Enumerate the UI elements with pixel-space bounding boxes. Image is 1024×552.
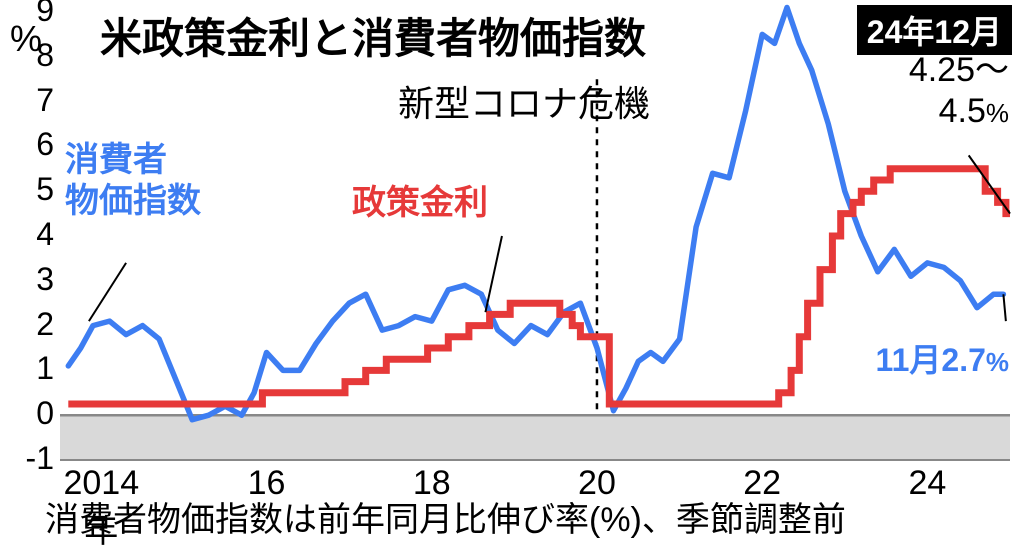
y-tick-label: 3 (10, 261, 54, 298)
rate-line2: 4.5 (939, 92, 986, 130)
current-rate-value: 4.25～ 4.5% (909, 50, 1009, 132)
y-tick-label: 7 (10, 82, 54, 119)
y-tick-label: 1 (10, 350, 54, 387)
y-tick-label: 5 (10, 171, 54, 208)
date-badge: 24年12月 (857, 5, 1012, 55)
policy-rate-series-label: 政策金利 (352, 175, 488, 224)
cpi-end-unit: % (986, 347, 1009, 377)
x-tick-label: 22 (712, 464, 812, 503)
y-tick-label: 8 (10, 37, 54, 74)
x-tick-label: 16 (217, 464, 317, 503)
chart-container: % 米政策金利と消費者物価指数 24年12月 4.25～ 4.5% 新型コロナ危… (0, 0, 1024, 547)
y-tick-label: 6 (10, 126, 54, 163)
x-tick-label: 20 (547, 464, 647, 503)
rate-unit: % (986, 98, 1009, 128)
x-tick-label: 2014年 (51, 464, 151, 552)
rate-line1: 4.25～ (909, 51, 1009, 89)
x-tick-label: 24 (877, 464, 977, 503)
covid-crisis-label: 新型コロナ危機 (398, 75, 650, 127)
y-tick-label: 9 (10, 0, 54, 29)
x-tick-label: 18 (382, 464, 482, 503)
cpi-latest-value-label: 11月2.7% (876, 335, 1009, 381)
chart-title: 米政策金利と消費者物価指数 (100, 5, 646, 66)
y-tick-label: 0 (10, 395, 54, 432)
cpi-label-line2: 物価指数 (65, 182, 201, 220)
y-tick-label: 2 (10, 306, 54, 343)
y-tick-label: 4 (10, 216, 54, 253)
cpi-end-month: 11月 (876, 342, 942, 378)
cpi-series-label: 消費者 物価指数 (65, 140, 201, 222)
cpi-end-value: 2.7 (941, 342, 985, 378)
cpi-label-line1: 消費者 (65, 141, 167, 179)
y-tick-label: -1 (10, 440, 54, 477)
